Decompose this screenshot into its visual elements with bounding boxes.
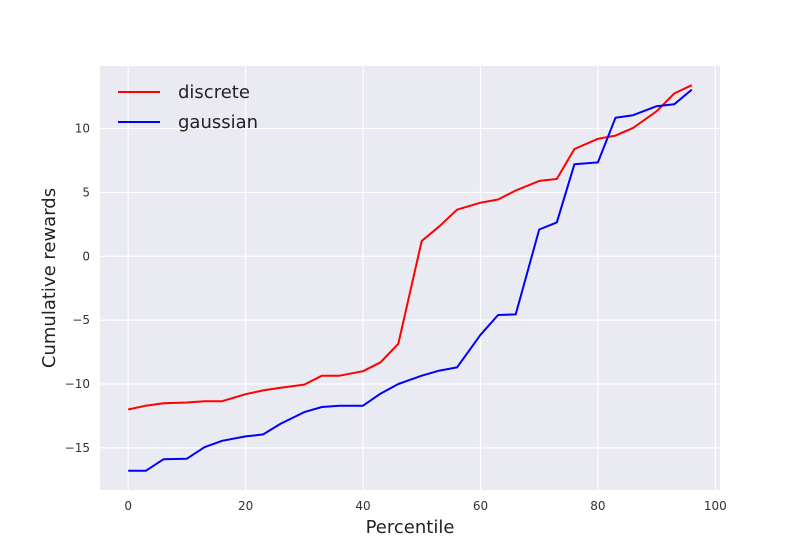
legend: discrete gaussian [118, 82, 258, 133]
y-tick-label: 10 [75, 122, 90, 136]
y-axis-ticks: −15 −10 −5 0 5 10 [65, 122, 90, 455]
y-axis-label: Cumulative rewards [39, 188, 60, 368]
y-tick-label: −15 [65, 441, 90, 455]
x-tick-label: 100 [704, 499, 727, 513]
series-lines [127, 84, 693, 472]
x-axis-ticks: 0 20 40 60 80 100 [124, 499, 726, 513]
x-tick-label: 60 [473, 499, 488, 513]
y-tick-label: 5 [82, 185, 90, 199]
x-tick-label: 40 [355, 499, 370, 513]
grid [100, 66, 720, 490]
x-tick-label: 20 [238, 499, 253, 513]
y-tick-label: −5 [72, 313, 90, 327]
legend-label-discrete: discrete [178, 82, 250, 103]
legend-label-gaussian: gaussian [178, 112, 258, 133]
series-line-discrete [127, 84, 693, 411]
y-tick-label: 0 [82, 249, 90, 263]
x-tick-label: 0 [124, 499, 132, 513]
x-tick-label: 80 [590, 499, 605, 513]
plot-area [100, 66, 720, 490]
series-line-gaussian [128, 88, 693, 472]
y-tick-label: −10 [65, 377, 90, 391]
x-axis-label: Percentile [366, 517, 455, 538]
